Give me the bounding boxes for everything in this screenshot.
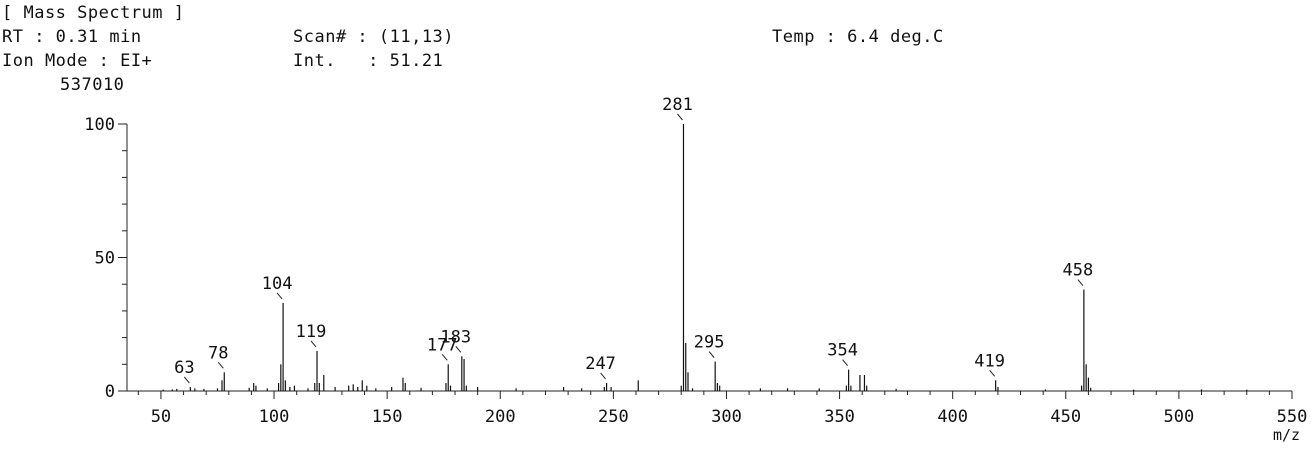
y-tick-label: 50 xyxy=(95,249,115,269)
x-tick-label: 150 xyxy=(372,407,403,427)
peak-label: 183 xyxy=(440,327,471,347)
retention-time: RT : 0.31 min xyxy=(2,27,142,47)
y-tick-label: 100 xyxy=(84,115,115,135)
temperature: Temp : 6.4 deg.C xyxy=(772,27,944,47)
peak-label-leader xyxy=(708,351,715,358)
x-tick-label: 250 xyxy=(598,407,629,427)
max-count: 537010 xyxy=(60,75,125,95)
ion-mode: Ion Mode : EI+ xyxy=(2,51,153,71)
peak-label: 119 xyxy=(296,322,327,342)
peak-label: 104 xyxy=(262,274,293,294)
peak-label-leader xyxy=(455,345,462,353)
intensity: Int. : 51.21 xyxy=(293,51,444,71)
axes: 0 50 100 50 100 150 200 250 300 350 400 450 500 550 xyxy=(84,115,1307,427)
peaks xyxy=(162,124,1248,391)
peak-label-leader xyxy=(183,376,190,384)
peak-label-leader xyxy=(441,353,448,361)
x-tick-label: 400 xyxy=(937,407,968,427)
x-tick-label: 300 xyxy=(711,407,742,427)
peak-label-leader xyxy=(276,292,283,300)
x-tick-label: 500 xyxy=(1164,407,1195,427)
x-tick-label: 200 xyxy=(485,407,516,427)
x-tick-label: 550 xyxy=(1277,407,1308,427)
peak-label: 281 xyxy=(662,95,693,115)
peak-label: 177 xyxy=(427,335,458,355)
peak-label-leader xyxy=(310,340,317,348)
scan-number: Scan# : (11,13) xyxy=(293,27,455,47)
peak-label: 419 xyxy=(974,351,1005,371)
peak-label: 247 xyxy=(585,354,616,374)
peak-label-leader xyxy=(217,361,224,369)
x-tick-label: 100 xyxy=(259,407,290,427)
spectrum-title: [ Mass Spectrum ] xyxy=(2,3,185,23)
peak-label: 458 xyxy=(1063,261,1094,281)
peak-label: 63 xyxy=(174,358,194,378)
peak-label-leader xyxy=(600,372,606,380)
peak-label: 295 xyxy=(694,333,725,353)
peak-label-leader xyxy=(677,113,683,121)
x-tick-label: 450 xyxy=(1050,407,1081,427)
y-tick-label: 0 xyxy=(105,382,115,402)
x-tick-label: 350 xyxy=(824,407,855,427)
peak-label-leader xyxy=(989,369,996,377)
x-tick-label: 50 xyxy=(151,407,171,427)
peak-label-leader xyxy=(1077,279,1084,286)
peak-label: 354 xyxy=(827,341,858,361)
peak-label-leader xyxy=(842,359,849,366)
peak-label: 78 xyxy=(208,343,228,363)
x-axis-label: m/z xyxy=(1273,426,1300,444)
